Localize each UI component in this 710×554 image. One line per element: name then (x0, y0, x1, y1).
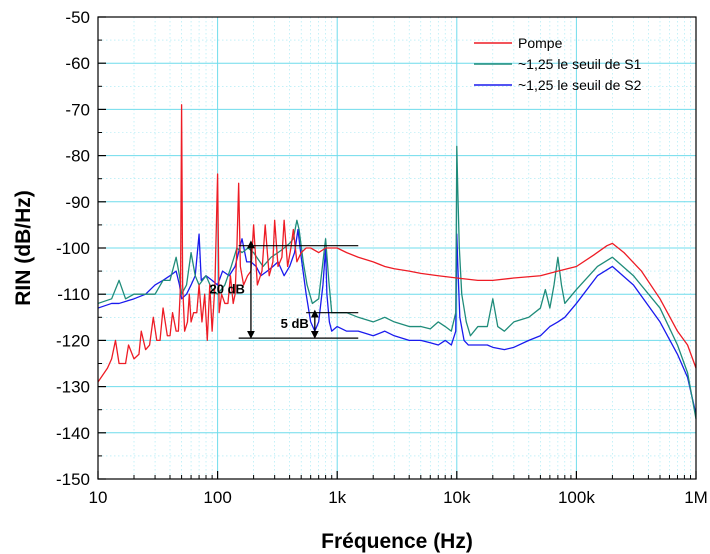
y-tick-label: -70 (65, 100, 90, 119)
y-tick-label: -120 (56, 331, 90, 350)
legend: Pompe ~1,25 le seuil de S1 ~1,25 le seuil … (474, 35, 642, 93)
x-tick-labels: 10 100 1k 10k 100k 1M (89, 488, 708, 507)
minor-grid (98, 17, 696, 479)
x-tick-label: 100 (203, 488, 231, 507)
y-tick-label: -130 (56, 378, 90, 397)
y-tick-label: -80 (65, 147, 90, 166)
x-tick-label: 10 (89, 488, 108, 507)
y-tick-label: -110 (57, 285, 90, 304)
annotation-label: 5 dB (281, 316, 309, 331)
x-tick-label: 10k (443, 488, 471, 507)
x-tick-label: 1M (684, 488, 708, 507)
series-line-1 (97, 104, 697, 383)
y-tick-label: -50 (65, 8, 90, 27)
legend-label-2: ~1,25 le seuil de S1 (518, 56, 642, 72)
annotation-layer: 20 dB 5 dB (210, 240, 359, 339)
x-axis-label: Fréquence (Hz) (321, 530, 473, 553)
annotation-label: 20 dB (210, 282, 245, 297)
x-tick-label: 100k (558, 488, 595, 507)
y-tick-label: -140 (56, 424, 90, 443)
legend-label-3: ~1,25 le seuil de S2 (518, 77, 642, 93)
y-tick-label: -60 (65, 54, 90, 73)
legend-label-1: Pompe (518, 35, 563, 51)
y-axis-label: RIN (dB/Hz) (12, 190, 35, 305)
y-tick-label: -100 (56, 239, 90, 258)
y-tick-label: -90 (65, 193, 90, 212)
y-tick-labels: -50 -60 -70 -80 -90 -100 -110 -120 -130 -140 -150 (56, 8, 90, 489)
x-tick-label: 1k (328, 488, 346, 507)
ticks-layer (97, 16, 697, 480)
y-tick-label: -150 (56, 470, 90, 489)
series-line-3 (97, 228, 697, 415)
